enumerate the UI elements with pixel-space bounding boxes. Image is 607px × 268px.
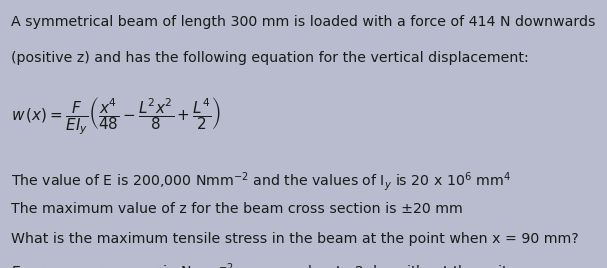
Text: The maximum value of z for the beam cross section is ±20 mm: The maximum value of z for the beam cros…: [11, 202, 463, 216]
Text: A symmetrical beam of length 300 mm is loaded with a force of 414 N downwards: A symmetrical beam of length 300 mm is l…: [11, 15, 595, 29]
Text: (positive z) and has the following equation for the vertical displacement:: (positive z) and has the following equat…: [11, 51, 529, 65]
Text: Express your answer in Nmm$^{-2}$, as a number to 2 dp, without the units.: Express your answer in Nmm$^{-2}$, as a …: [11, 261, 520, 268]
Text: $w\,(x) = \dfrac{F}{EI_y}\left(\dfrac{x^4}{48} - \dfrac{L^2x^2}{8} + \dfrac{L^4}: $w\,(x) = \dfrac{F}{EI_y}\left(\dfrac{x^…: [11, 95, 221, 137]
Text: What is the maximum tensile stress in the beam at the point when x = 90 mm?: What is the maximum tensile stress in th…: [11, 232, 578, 246]
Text: The value of E is 200,000 Nmm$^{-2}$ and the values of I$_y$ is 20 x 10$^6$ mm$^: The value of E is 200,000 Nmm$^{-2}$ and…: [11, 170, 510, 193]
